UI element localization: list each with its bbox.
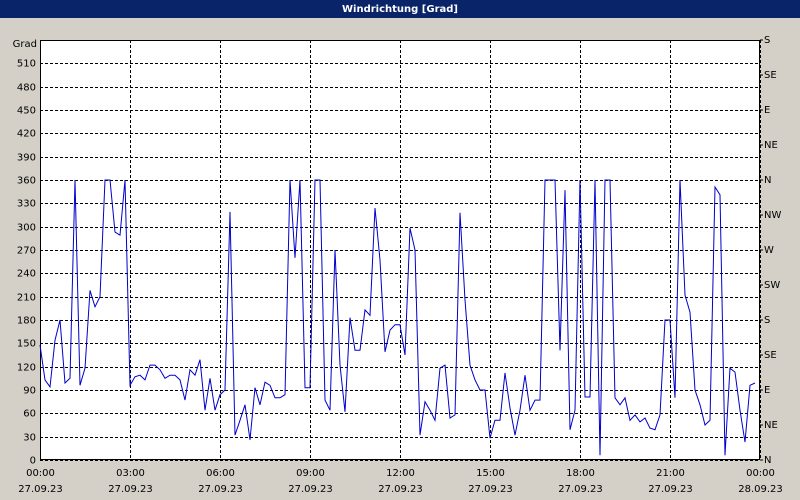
y2-tick-label: E (764, 385, 770, 396)
x-tick-label: 21:00 (656, 468, 685, 479)
y2-tick-label: E (764, 105, 770, 116)
y-tick-label: 210 (17, 293, 36, 304)
x-tick-date: 27.09.23 (558, 484, 603, 495)
y2-tick-label: N (764, 455, 771, 466)
plot-border (40, 40, 760, 460)
y-tick-label: 480 (17, 83, 36, 94)
x-tick-label: 03:00 (116, 468, 145, 479)
y2-tick-label: NE (764, 140, 778, 151)
y2-tick-label: SE (764, 70, 777, 81)
x-tick-label: 09:00 (296, 468, 325, 479)
y2-tick-label: SE (764, 350, 777, 361)
chart-title: Windrichtung [Grad] (342, 4, 458, 15)
y-tick-label: 120 (17, 363, 36, 374)
x-tick-label: 00:00 (26, 468, 55, 479)
y-tick-label: 330 (17, 199, 36, 210)
y2-tick-label: NW (764, 210, 781, 221)
x-tick-label: 00:00 (746, 468, 775, 479)
x-tick-date: 27.09.23 (18, 484, 63, 495)
y-tick-label: 150 (17, 339, 36, 350)
y-tick-label: 240 (17, 269, 36, 280)
x-tick-date: 27.09.23 (378, 484, 423, 495)
y-tick-label: 60 (23, 409, 36, 420)
y-tick-label: 390 (17, 153, 36, 164)
y-axis-label: Grad (13, 39, 37, 50)
y-tick-label: 450 (17, 106, 36, 117)
y2-tick-label: N (764, 175, 771, 186)
x-tick-label: 06:00 (206, 468, 235, 479)
x-tick-date: 27.09.23 (288, 484, 333, 495)
title-bar (0, 0, 800, 18)
y-tick-label: 360 (17, 176, 36, 187)
y-tick-label: 420 (17, 129, 36, 140)
y-tick-label: 270 (17, 246, 36, 257)
x-tick-label: 12:00 (386, 468, 415, 479)
y2-tick-label: SW (764, 280, 780, 291)
x-tick-date: 27.09.23 (108, 484, 153, 495)
y-tick-label: 90 (23, 386, 36, 397)
data-line (39, 179, 756, 456)
y2-tick-label: W (764, 245, 774, 256)
x-tick-label: 18:00 (566, 468, 595, 479)
y2-tick-label: NE (764, 420, 778, 431)
x-tick-date: 28.09.23 (738, 484, 783, 495)
y-tick-label: 0 (30, 456, 36, 467)
y-tick-label: 180 (17, 316, 36, 327)
y-tick-label: 300 (17, 223, 36, 234)
x-tick-date: 27.09.23 (648, 484, 693, 495)
y2-tick-label: S (764, 315, 770, 326)
x-tick-date: 27.09.23 (468, 484, 513, 495)
y2-tick-label: S (764, 35, 770, 46)
y-tick-label: 510 (17, 59, 36, 70)
x-tick-date: 27.09.23 (198, 484, 243, 495)
x-tick-label: 15:00 (476, 468, 505, 479)
y-tick-label: 30 (23, 433, 36, 444)
